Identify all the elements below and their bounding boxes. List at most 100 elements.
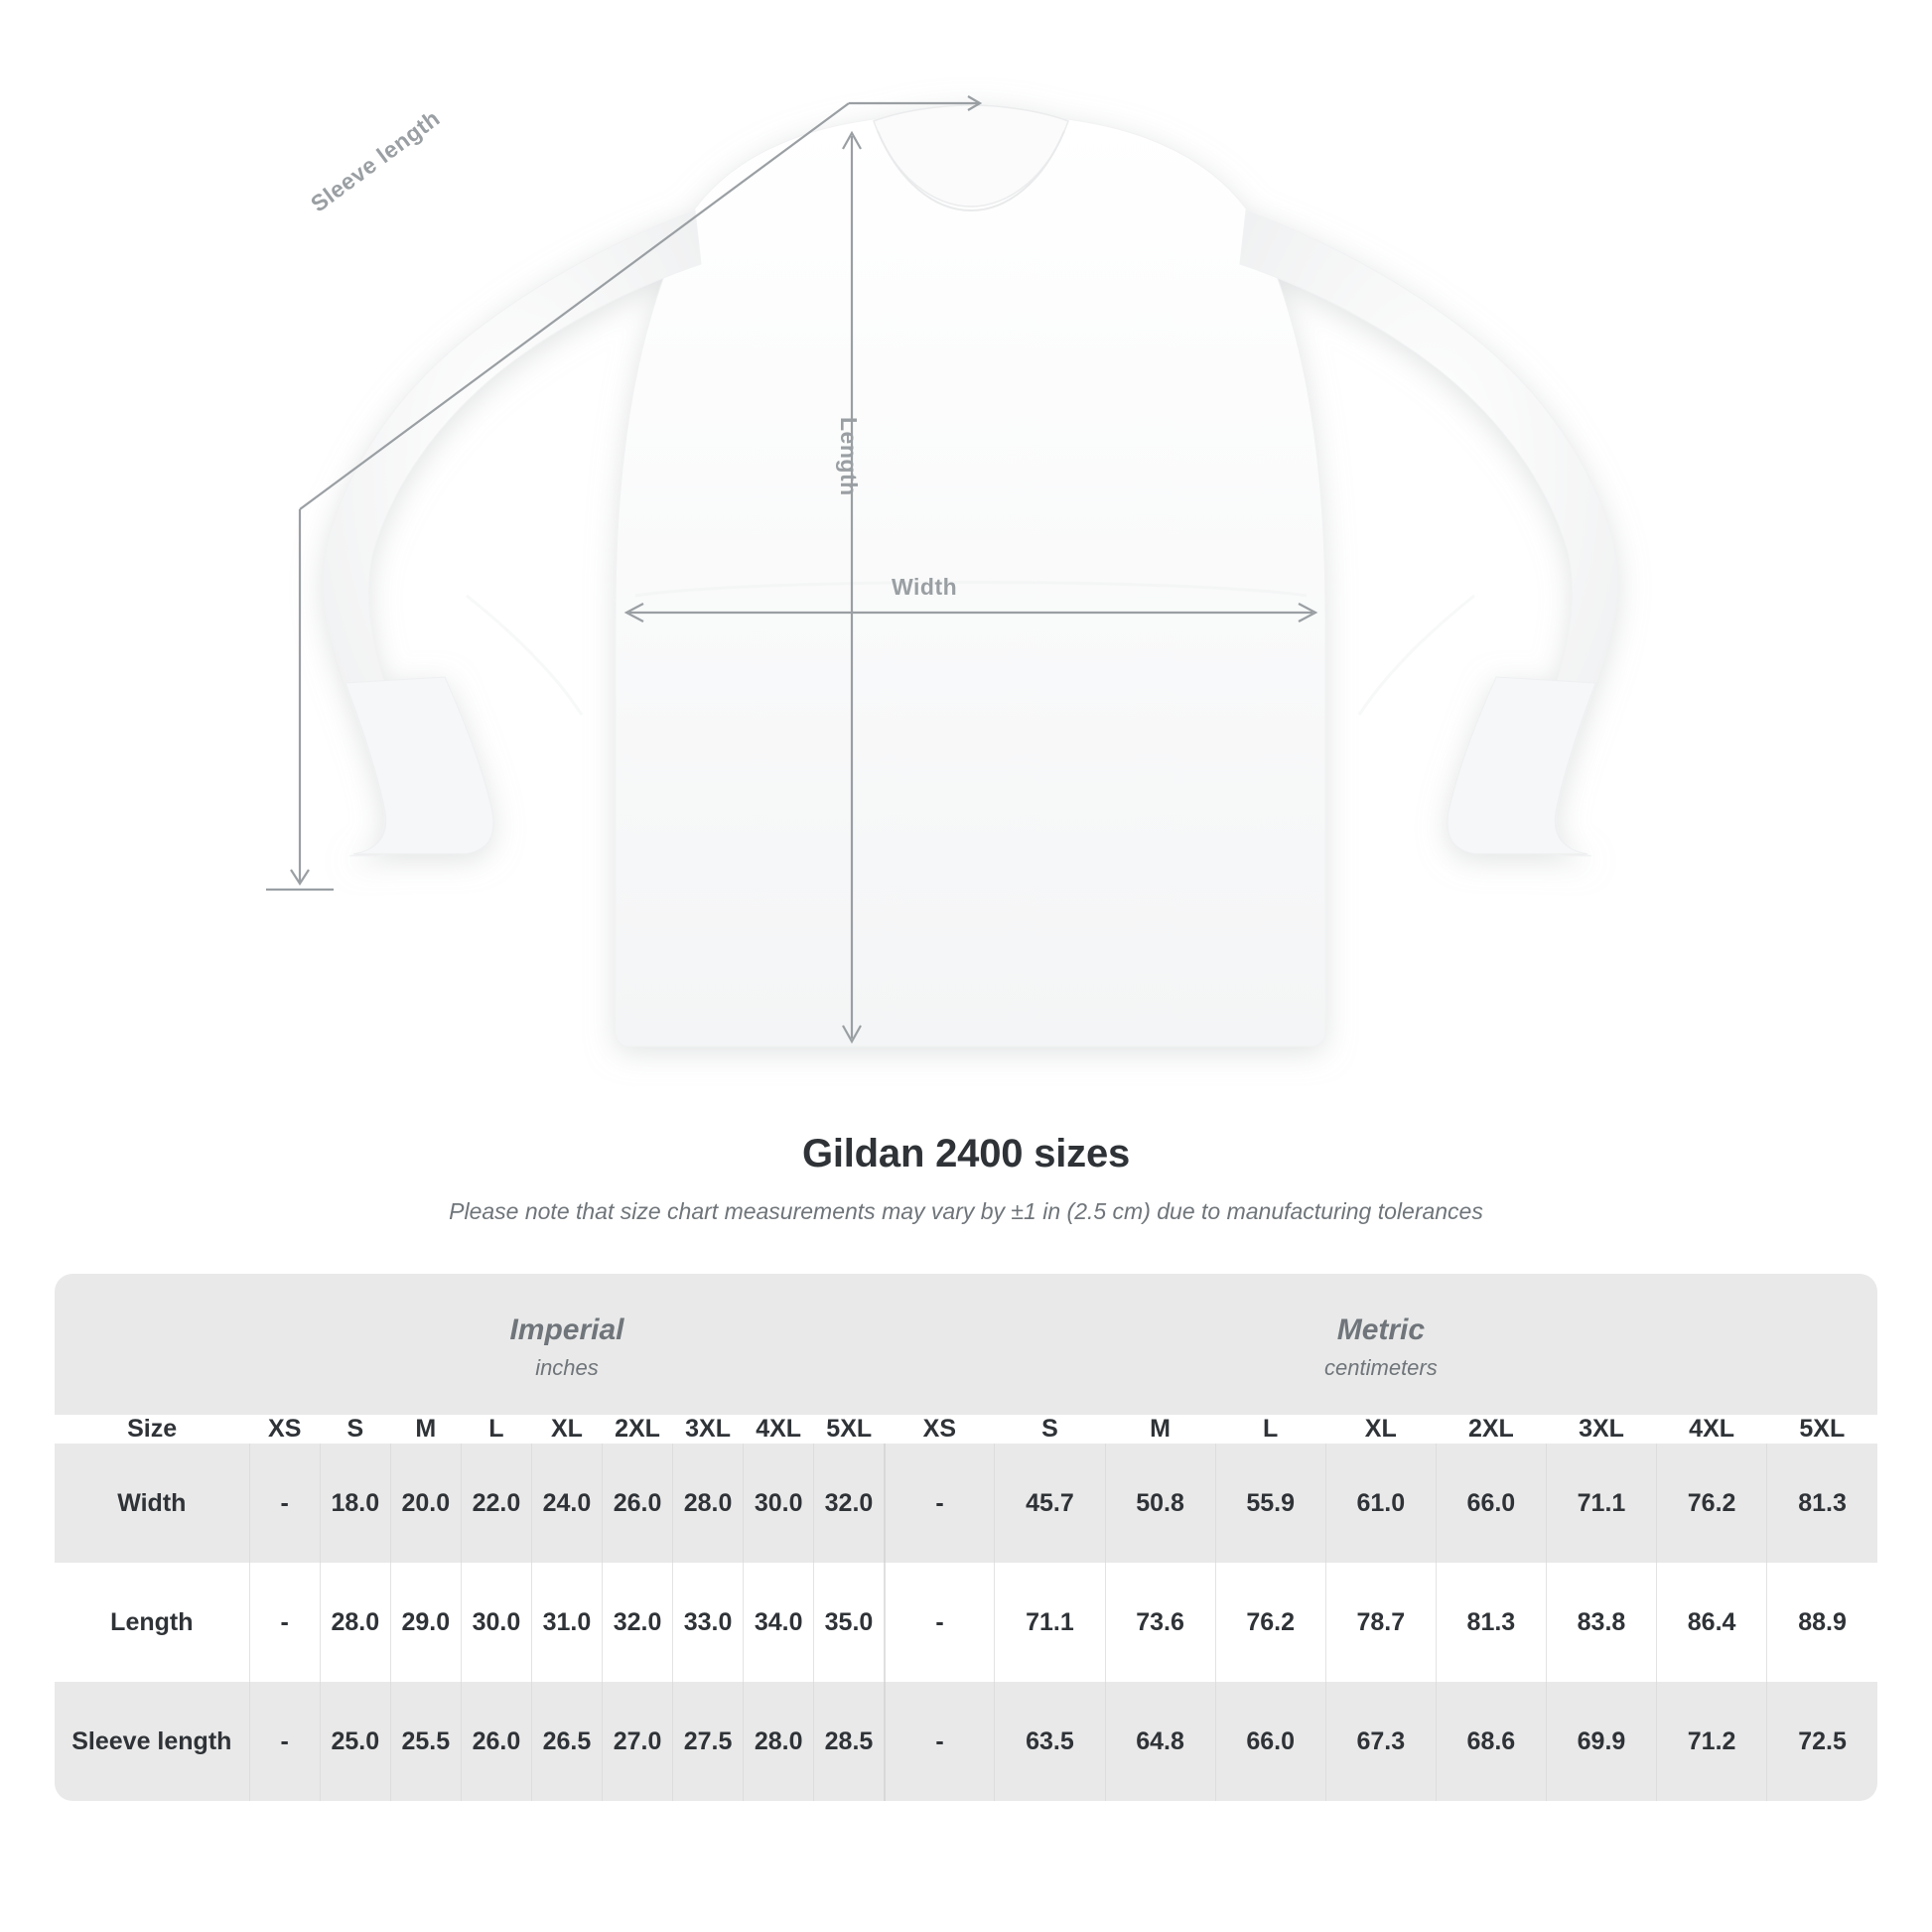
cell-length-met-2xl: 81.3	[1435, 1563, 1547, 1682]
cell-sleeve-met-2xl: 68.6	[1435, 1682, 1547, 1801]
cell-length-imp-xl: 31.0	[530, 1563, 603, 1682]
cell-sleeve-met-m: 64.8	[1104, 1682, 1216, 1801]
header-imp-m: M	[415, 1415, 437, 1443]
unit-group-metric: Metric centimeters	[884, 1274, 1877, 1415]
garment-illustration: Sleeve length Length Width	[266, 95, 1619, 1047]
cell-sleeve-imp-m: 25.5	[389, 1682, 462, 1801]
cell-sleeve-met-xs: -	[883, 1682, 995, 1801]
cell-sleeve-imp-3xl: 27.5	[672, 1682, 744, 1801]
imperial-name: Imperial	[509, 1312, 624, 1346]
cell-width-imp-s: 18.0	[319, 1444, 391, 1563]
table-row-width: Width - 18.0 20.0 22.0 24.0 26.0 28.0 30…	[55, 1444, 1877, 1563]
cell-width-imp-xs: -	[248, 1444, 321, 1563]
sleeve-top-arrowhead	[967, 95, 983, 111]
cell-sleeve-imp-l: 26.0	[460, 1682, 532, 1801]
header-imp-s: S	[346, 1415, 364, 1443]
header-met-5xl: 5XL	[1799, 1415, 1846, 1443]
length-measure-line	[842, 130, 862, 1044]
width-measure-line	[623, 603, 1318, 622]
cell-sleeve-met-3xl: 69.9	[1545, 1682, 1657, 1801]
cell-width-met-3xl: 71.1	[1545, 1444, 1657, 1563]
rowhead-sleeve-length: Sleeve length	[55, 1682, 250, 1801]
page-title: Gildan 2400 sizes	[801, 1132, 1131, 1175]
cell-length-met-xs: -	[883, 1563, 995, 1682]
cell-length-met-xl: 78.7	[1324, 1563, 1437, 1682]
cell-sleeve-imp-s: 25.0	[319, 1682, 391, 1801]
cell-width-met-xs: -	[883, 1444, 995, 1563]
fabric-folds	[466, 581, 1475, 716]
imperial-sub: inches	[535, 1355, 599, 1381]
header-imp-4xl: 4XL	[756, 1415, 802, 1443]
header-met-l: L	[1263, 1415, 1279, 1443]
header-imp-2xl: 2XL	[615, 1415, 660, 1443]
header-imp-xl: XL	[550, 1415, 583, 1443]
header-met-2xl: 2XL	[1467, 1415, 1514, 1443]
header-imp-xs: XS	[268, 1415, 302, 1443]
cell-length-met-l: 76.2	[1214, 1563, 1326, 1682]
cell-width-imp-m: 20.0	[389, 1444, 462, 1563]
cell-length-met-4xl: 86.4	[1656, 1563, 1767, 1682]
cell-length-met-5xl: 88.9	[1766, 1563, 1877, 1682]
title-block: Gildan 2400 sizes Please note that size …	[0, 1132, 1932, 1225]
header-met-3xl: 3XL	[1579, 1415, 1624, 1443]
cell-width-imp-2xl: 26.0	[601, 1444, 673, 1563]
header-imp-l: L	[488, 1415, 504, 1443]
cell-length-met-m: 73.6	[1104, 1563, 1216, 1682]
cell-length-imp-3xl: 33.0	[672, 1563, 744, 1682]
cell-sleeve-met-4xl: 71.2	[1656, 1682, 1767, 1801]
cell-width-imp-l: 22.0	[460, 1444, 532, 1563]
measurement-lines	[266, 95, 1318, 1044]
rowhead-length: Length	[55, 1563, 250, 1682]
cell-width-met-m: 50.8	[1104, 1444, 1216, 1563]
unit-band-row: Imperial inches Metric centimeters	[55, 1274, 1877, 1415]
sleeve-diagonal	[299, 102, 850, 510]
cell-length-met-s: 71.1	[994, 1563, 1105, 1682]
header-size: Size	[127, 1415, 178, 1443]
cell-sleeve-met-l: 66.0	[1214, 1682, 1326, 1801]
unit-group-imperial: Imperial inches	[249, 1274, 885, 1415]
cell-width-imp-xl: 24.0	[530, 1444, 603, 1563]
cell-sleeve-imp-xs: -	[248, 1682, 321, 1801]
sleeve-bottom-arrowhead	[290, 869, 310, 887]
rowhead-width: Width	[55, 1444, 250, 1563]
header-met-xs: XS	[922, 1415, 957, 1443]
cell-sleeve-met-5xl: 72.5	[1766, 1682, 1877, 1801]
cell-length-imp-5xl: 35.0	[813, 1563, 885, 1682]
table-row-length: Length - 28.0 29.0 30.0 31.0 32.0 33.0 3…	[55, 1563, 1877, 1682]
cell-sleeve-imp-2xl: 27.0	[601, 1682, 673, 1801]
length-top-arrowhead	[842, 130, 862, 150]
unit-band-spacer	[55, 1274, 250, 1415]
cell-sleeve-imp-4xl: 28.0	[743, 1682, 814, 1801]
cell-length-imp-m: 29.0	[389, 1563, 462, 1682]
size-table: Imperial inches Metric centimeters Size …	[55, 1274, 1877, 1801]
cell-sleeve-imp-xl: 26.5	[530, 1682, 603, 1801]
cell-width-met-4xl: 76.2	[1656, 1444, 1767, 1563]
garment-svg	[266, 95, 1619, 1047]
cell-sleeve-met-s: 63.5	[994, 1682, 1105, 1801]
cell-length-met-3xl: 83.8	[1545, 1563, 1657, 1682]
page-subtitle: Please note that size chart measurements…	[449, 1198, 1483, 1224]
cell-width-imp-3xl: 28.0	[672, 1444, 744, 1563]
width-right-arrowhead	[1298, 603, 1318, 622]
table-row-sleeve-length: Sleeve length - 25.0 25.5 26.0 26.5 27.0…	[55, 1682, 1877, 1801]
cell-width-met-s: 45.7	[994, 1444, 1105, 1563]
table-header-row: Size XS S M L XL 2XL 3XL 4XL 5XL XS S M …	[55, 1415, 1877, 1444]
size-table-wrapper: Imperial inches Metric centimeters Size …	[55, 1274, 1877, 1801]
header-imp-3xl: 3XL	[685, 1415, 732, 1443]
width-label: Width	[892, 574, 958, 600]
cell-width-met-2xl: 66.0	[1435, 1444, 1547, 1563]
length-label: Length	[836, 417, 862, 496]
sleeve-measure-line	[266, 95, 983, 892]
cell-width-met-5xl: 81.3	[1766, 1444, 1877, 1563]
cell-width-met-l: 55.9	[1214, 1444, 1326, 1563]
cell-width-imp-5xl: 32.0	[813, 1444, 885, 1563]
header-imp-5xl: 5XL	[826, 1415, 873, 1443]
cell-length-imp-xs: -	[248, 1563, 321, 1682]
cell-length-imp-2xl: 32.0	[601, 1563, 673, 1682]
header-met-4xl: 4XL	[1689, 1415, 1735, 1443]
cell-sleeve-imp-5xl: 28.5	[813, 1682, 885, 1801]
header-met-s: S	[1041, 1415, 1058, 1443]
length-bottom-arrowhead	[842, 1025, 862, 1044]
header-met-m: M	[1150, 1415, 1171, 1443]
